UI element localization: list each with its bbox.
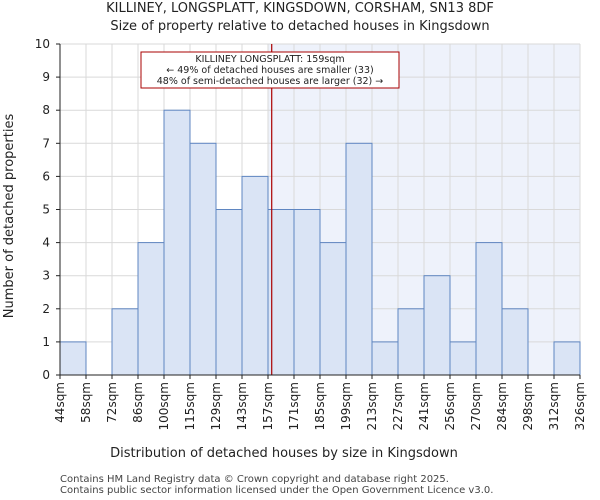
annotation-line-3: 48% of semi-detached houses are larger (… bbox=[157, 76, 384, 87]
annotation-frame bbox=[140, 51, 400, 89]
x-tick-label: 270sqm bbox=[469, 382, 483, 430]
x-tick-label: 185sqm bbox=[313, 382, 327, 430]
annotation-line-1: KILLINEY LONGSPLATT: 159sqm bbox=[195, 54, 344, 65]
y-tick-label: 4 bbox=[42, 236, 50, 250]
bars bbox=[59, 109, 581, 376]
bar bbox=[111, 308, 139, 376]
annotation-box: KILLINEY LONGSPLATT: 159sqm ← 49% of det… bbox=[140, 51, 400, 89]
x-tick-label: 143sqm bbox=[235, 382, 249, 430]
y-tick-label: 5 bbox=[42, 203, 50, 217]
bar bbox=[449, 341, 477, 376]
y-tick-label: 10 bbox=[35, 37, 50, 51]
x-tick-labels: 44sqm 58sqm 72sqm 86sqm 100sqm 115sqm 129sqm 14… bbox=[53, 375, 587, 430]
x-tick-label: 44sqm bbox=[53, 382, 67, 423]
y-tick-label: 6 bbox=[42, 169, 50, 183]
bar bbox=[163, 109, 191, 376]
x-tick-label: 72sqm bbox=[105, 382, 119, 423]
x-tick-label: 100sqm bbox=[157, 382, 171, 430]
x-tick-label: 241sqm bbox=[417, 382, 431, 430]
bar bbox=[215, 209, 243, 376]
x-tick-label: 213sqm bbox=[365, 382, 379, 430]
bar bbox=[553, 341, 581, 376]
x-tick-label: 326sqm bbox=[573, 382, 587, 430]
bar bbox=[293, 209, 321, 376]
bar bbox=[345, 142, 373, 376]
footer-line-2: Contains public sector information licen… bbox=[60, 485, 493, 496]
x-tick-label: 312sqm bbox=[547, 382, 561, 430]
y-tick-label: 9 bbox=[42, 70, 50, 84]
x-axis-label: Distribution of detached houses by size … bbox=[110, 446, 458, 461]
x-tick-label: 86sqm bbox=[131, 382, 145, 423]
y-tick-label: 8 bbox=[42, 103, 50, 117]
x-tick-label: 256sqm bbox=[443, 382, 457, 430]
y-tick-label: 2 bbox=[42, 302, 50, 316]
annotation-line-2: ← 49% of detached houses are smaller (33… bbox=[166, 65, 373, 76]
x-tick-label: 199sqm bbox=[339, 382, 353, 430]
x-tick-label: 298sqm bbox=[521, 382, 535, 430]
bar bbox=[241, 175, 269, 376]
bar bbox=[475, 242, 503, 376]
bar bbox=[501, 308, 529, 376]
footer-line-1: Contains HM Land Registry data © Crown c… bbox=[60, 474, 449, 485]
bar bbox=[397, 308, 425, 376]
x-tick-label: 284sqm bbox=[495, 382, 509, 430]
bar bbox=[137, 242, 165, 376]
y-tick-label: 3 bbox=[42, 269, 50, 283]
x-tick-label: 157sqm bbox=[261, 382, 275, 430]
y-tick-label: 0 bbox=[42, 368, 50, 382]
bar bbox=[59, 341, 87, 376]
bar bbox=[423, 275, 451, 376]
y-tick-label: 1 bbox=[42, 335, 50, 349]
chart-subtitle: Size of property relative to detached ho… bbox=[110, 19, 489, 34]
bar bbox=[371, 341, 399, 376]
chart-title: KILLINEY, LONGSPLATT, KINGSDOWN, CORSHAM… bbox=[106, 1, 494, 16]
y-tick-labels: 0 1 2 3 4 5 6 7 8 9 10 bbox=[35, 37, 60, 382]
x-tick-label: 171sqm bbox=[287, 382, 301, 430]
x-tick-label: 129sqm bbox=[209, 382, 223, 430]
bar bbox=[189, 142, 217, 376]
x-tick-label: 227sqm bbox=[391, 382, 405, 430]
bar bbox=[319, 242, 347, 376]
y-tick-label: 7 bbox=[42, 136, 50, 150]
y-axis-label: Number of detached properties bbox=[2, 114, 17, 319]
x-tick-label: 58sqm bbox=[79, 382, 93, 423]
x-tick-label: 115sqm bbox=[183, 382, 197, 430]
